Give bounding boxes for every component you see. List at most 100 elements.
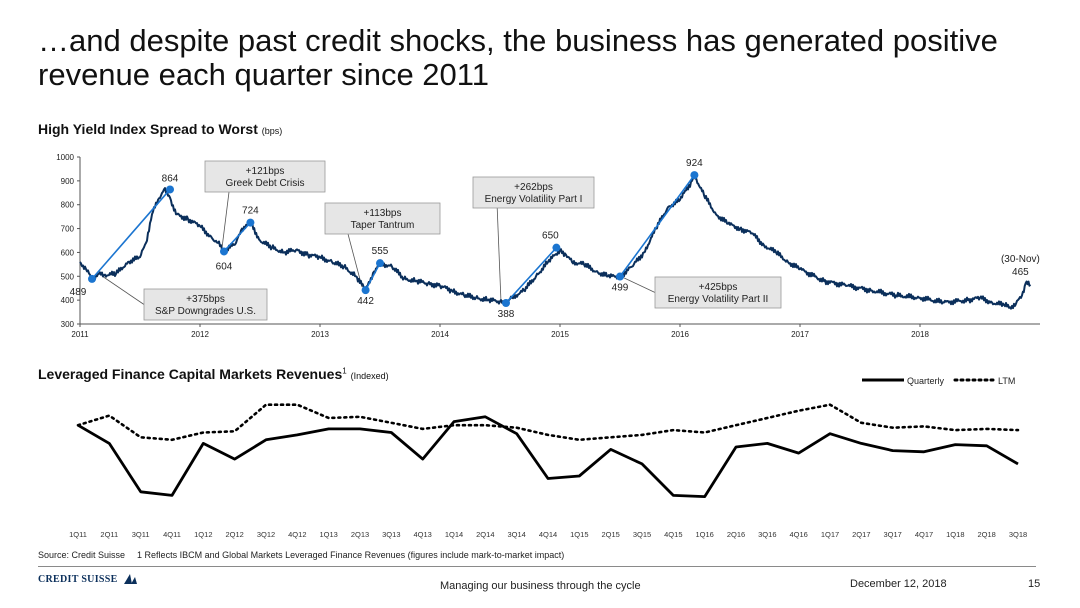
annotation-event: Greek Debt Crisis xyxy=(226,178,305,189)
rev-x-tick-label: 1Q14 xyxy=(445,530,463,539)
rev-x-tick-label: 4Q12 xyxy=(288,530,306,539)
hy-x-tick-label: 2012 xyxy=(191,330,209,339)
annotation-leader xyxy=(101,275,145,305)
hy-x-tick-label: 2017 xyxy=(791,330,809,339)
rev-x-tick-label: 4Q14 xyxy=(539,530,557,539)
annotation-bps: +425bps xyxy=(699,282,738,293)
annotation-bps: +262bps xyxy=(514,182,553,193)
hy-point-label: 489 xyxy=(70,287,87,298)
hy-y-tick-label: 500 xyxy=(61,272,75,281)
sails-icon xyxy=(123,574,137,584)
annotation-box xyxy=(204,160,326,193)
hy-point-label: (30-Nov) xyxy=(1001,254,1040,265)
rev-x-tick-label: 4Q11 xyxy=(163,530,181,539)
hy-chart-title: High Yield Index Spread to Worst (bps) xyxy=(38,121,282,137)
source-note: Source: Credit Suisse 1 Reflects IBCM and… xyxy=(38,550,576,560)
hy-point-label: 724 xyxy=(242,206,259,217)
rev-x-tick-label: 3Q15 xyxy=(633,530,651,539)
annotation-leader xyxy=(221,191,230,249)
hy-x-tick-label: 2011 xyxy=(71,330,89,339)
rev-x-tick-label: 2Q16 xyxy=(727,530,745,539)
rev-chart-title: Leveraged Finance Capital Markets Revenu… xyxy=(38,366,389,382)
hy-y-tick-label: 600 xyxy=(61,248,75,257)
peak-marker xyxy=(376,259,384,268)
trough-marker xyxy=(88,274,96,283)
rev-x-tick-label: 2Q17 xyxy=(852,530,870,539)
rev-x-tick-label: 2Q14 xyxy=(476,530,494,539)
hy-y-tick-label: 800 xyxy=(61,201,75,210)
rev-x-tick-label: 3Q18 xyxy=(1009,530,1027,539)
footer-divider xyxy=(38,566,1036,567)
rev-x-tick-label: 1Q13 xyxy=(319,530,337,539)
rev-x-tick-label: 2Q15 xyxy=(601,530,619,539)
trough-marker xyxy=(502,299,510,308)
hy-y-tick-label: 1000 xyxy=(56,153,74,162)
annotation-box xyxy=(324,202,441,235)
hy-point-label: 924 xyxy=(686,158,703,169)
annotation-event: S&P Downgrades U.S. xyxy=(155,306,256,317)
annotation-leader xyxy=(347,233,363,288)
hy-point-label: 650 xyxy=(542,231,559,242)
rev-x-tick-label: 4Q15 xyxy=(664,530,682,539)
rev-x-tick-label: 3Q11 xyxy=(132,530,150,539)
hy-point-label: 442 xyxy=(357,296,374,307)
rev-x-tick-label: 3Q17 xyxy=(883,530,901,539)
hy-x-tick-label: 2014 xyxy=(431,330,449,339)
annotation-event: Energy Volatility Part II xyxy=(668,294,769,305)
hy-x-tick-label: 2013 xyxy=(311,330,329,339)
hy-point-label: 555 xyxy=(372,246,389,257)
rev-x-tick-label: 3Q16 xyxy=(758,530,776,539)
footer-center-text: Managing our business through the cycle xyxy=(440,580,641,592)
annotation-event: Energy Volatility Part I xyxy=(485,194,583,205)
rev-x-tick-label: 1Q17 xyxy=(821,530,839,539)
rev-x-tick-label: 1Q12 xyxy=(194,530,212,539)
page-title: …and despite past credit shocks, the bus… xyxy=(38,23,998,92)
rev-x-tick-label: 1Q18 xyxy=(946,530,964,539)
trough-marker xyxy=(616,272,624,281)
annotation-bps: +375bps xyxy=(186,294,225,305)
logo-text: CREDIT SUISSE xyxy=(38,573,118,585)
rise-segment xyxy=(619,174,696,277)
legend-quarterly-label: Quarterly xyxy=(907,376,945,386)
rev-chart-footnote: 1 xyxy=(342,366,347,376)
hy-y-tick-label: 900 xyxy=(61,177,75,186)
page-number: 15 xyxy=(1028,578,1041,590)
rev-x-tick-label: 4Q13 xyxy=(413,530,431,539)
annotation-leader xyxy=(496,207,502,303)
annotation-bps: +113bps xyxy=(364,208,402,219)
peak-marker xyxy=(552,243,561,252)
rise-segment xyxy=(223,222,251,253)
rev-x-tick-label: 3Q13 xyxy=(382,530,400,539)
rev-x-tick-label: 3Q14 xyxy=(507,530,525,539)
hy-x-tick-label: 2015 xyxy=(551,330,569,339)
annotation-box xyxy=(654,276,782,309)
hy-x-tick-label: 2016 xyxy=(671,330,689,339)
rise-segment xyxy=(364,262,381,291)
rise-segment xyxy=(505,247,557,304)
rev-chart-title-text: Leveraged Finance Capital Markets Revenu… xyxy=(38,366,343,382)
annotation-box xyxy=(472,176,595,209)
trough-marker xyxy=(220,247,228,256)
hy-point-label: 499 xyxy=(612,283,629,294)
annotation-event: Taper Tantrum xyxy=(351,220,415,231)
trough-marker xyxy=(361,286,370,295)
rev-x-tick-label: 1Q15 xyxy=(570,530,588,539)
hy-chart-title-text: High Yield Index Spread to Worst xyxy=(38,121,258,137)
rev-x-tick-label: 4Q16 xyxy=(789,530,807,539)
legend-ltm-label: LTM xyxy=(998,376,1015,386)
hy-point-label: 864 xyxy=(162,173,179,184)
peak-marker xyxy=(166,185,174,194)
hy-point-label: 604 xyxy=(216,261,233,272)
hy-point-label: 388 xyxy=(498,309,515,320)
rev-x-tick-label: 2Q12 xyxy=(225,530,243,539)
rev-chart-unit: (Indexed) xyxy=(350,371,389,381)
quarterly-line xyxy=(77,415,1019,499)
rev-x-tick-label: 3Q12 xyxy=(257,530,275,539)
rev-x-tick-label: 4Q17 xyxy=(915,530,933,539)
hy-y-tick-label: 700 xyxy=(61,225,75,234)
annotation-leader xyxy=(619,275,656,293)
rise-segment xyxy=(91,188,171,280)
annotation-box xyxy=(143,288,268,321)
hy-y-tick-label: 400 xyxy=(61,296,75,305)
